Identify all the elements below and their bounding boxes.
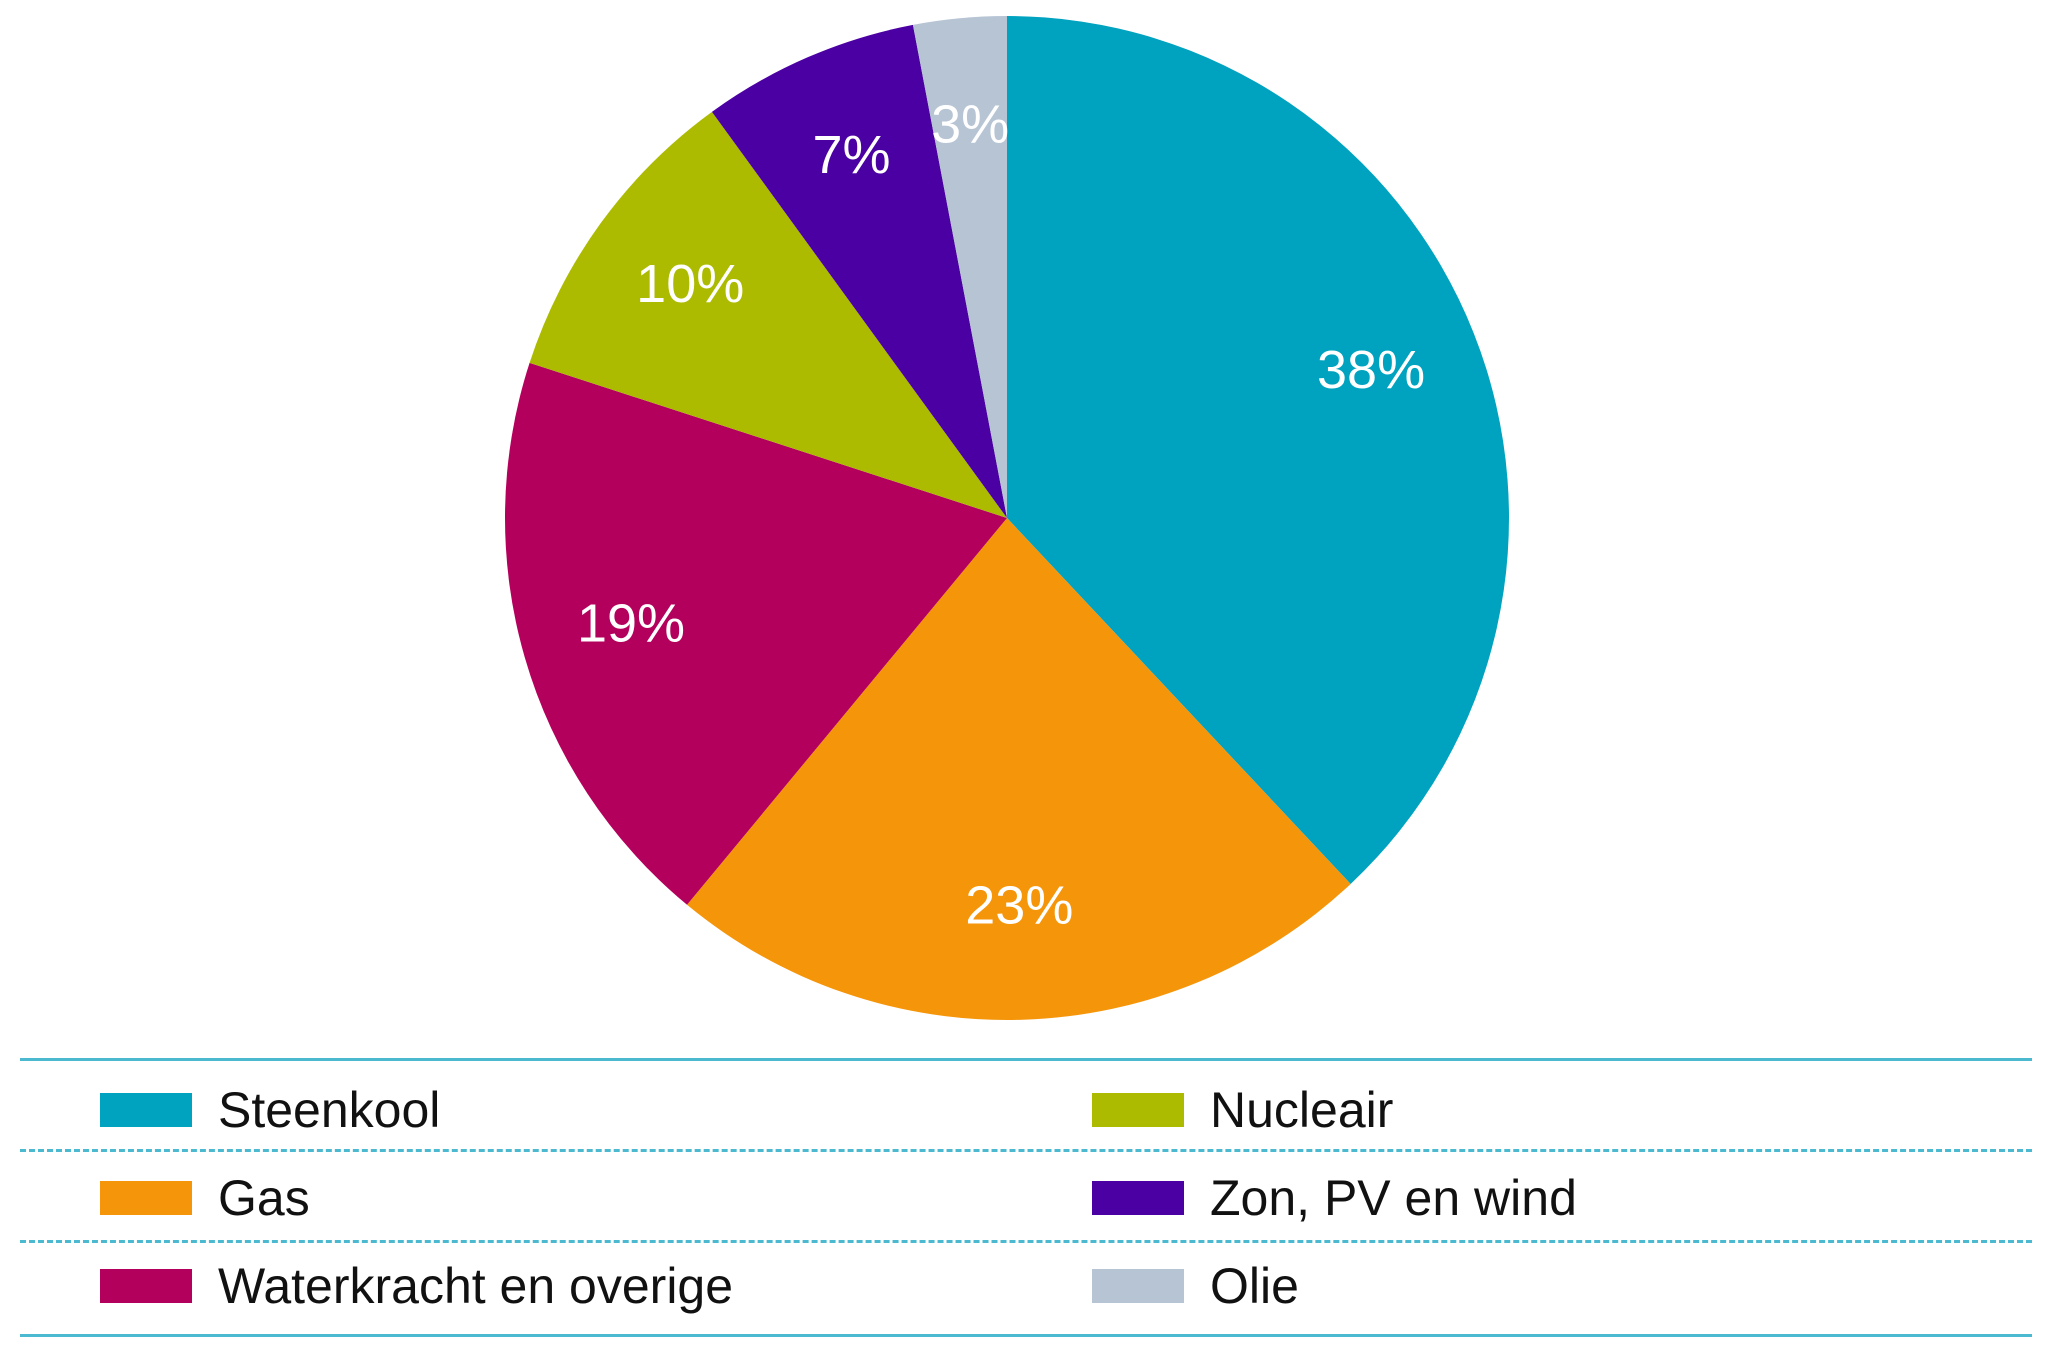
legend-divider <box>20 1240 2032 1243</box>
slice-value-label: 23% <box>965 876 1073 936</box>
legend-label: Olie <box>1210 1258 1299 1314</box>
slice-value-label: 19% <box>577 594 685 654</box>
legend-swatch <box>1092 1093 1184 1127</box>
legend-label: Zon, PV en wind <box>1210 1170 1577 1226</box>
pie-slices <box>505 16 1510 1021</box>
slice-value-label: 3% <box>931 94 1009 154</box>
legend-label: Steenkool <box>218 1082 441 1138</box>
legend-item-zon-pv-wind: Zon, PV en wind <box>1092 1168 1577 1228</box>
pie-labels: 38% 23% 19% 10% 7% 3% <box>577 94 1425 935</box>
legend-top-rule <box>20 1058 2032 1061</box>
legend-swatch <box>1092 1269 1184 1303</box>
legend-swatch <box>100 1181 192 1215</box>
legend-item-gas: Gas <box>100 1168 310 1228</box>
pie-chart: 38% 23% 19% 10% 7% 3% <box>505 16 1510 1021</box>
legend-swatch <box>100 1093 192 1127</box>
legend-swatch <box>1092 1181 1184 1215</box>
legend-item-waterkracht: Waterkracht en overige <box>100 1256 733 1316</box>
slice-value-label: 7% <box>812 125 890 185</box>
pie-slice-waterkracht-en-overige <box>505 362 1007 905</box>
pie-slice-olie <box>912 16 1007 518</box>
slice-value-label: 38% <box>1317 340 1425 400</box>
legend-item-steenkool: Steenkool <box>100 1080 440 1140</box>
legend-item-olie: Olie <box>1092 1256 1299 1316</box>
slice-value-label: 10% <box>636 254 744 314</box>
pie-slice-zon-pv-en-wind <box>711 24 1007 519</box>
pie-slice-steenkool <box>1007 16 1510 884</box>
pie-slice-nucleair <box>529 111 1007 518</box>
legend-swatch <box>100 1269 192 1303</box>
legend-label: Waterkracht en overige <box>218 1258 734 1314</box>
legend-label: Nucleair <box>1210 1082 1394 1138</box>
pie-slice-gas <box>687 518 1351 1021</box>
legend-bottom-rule <box>20 1334 2032 1337</box>
legend-divider <box>20 1149 2032 1152</box>
legend-item-nucleair: Nucleair <box>1092 1080 1393 1140</box>
legend-label: Gas <box>218 1170 310 1226</box>
